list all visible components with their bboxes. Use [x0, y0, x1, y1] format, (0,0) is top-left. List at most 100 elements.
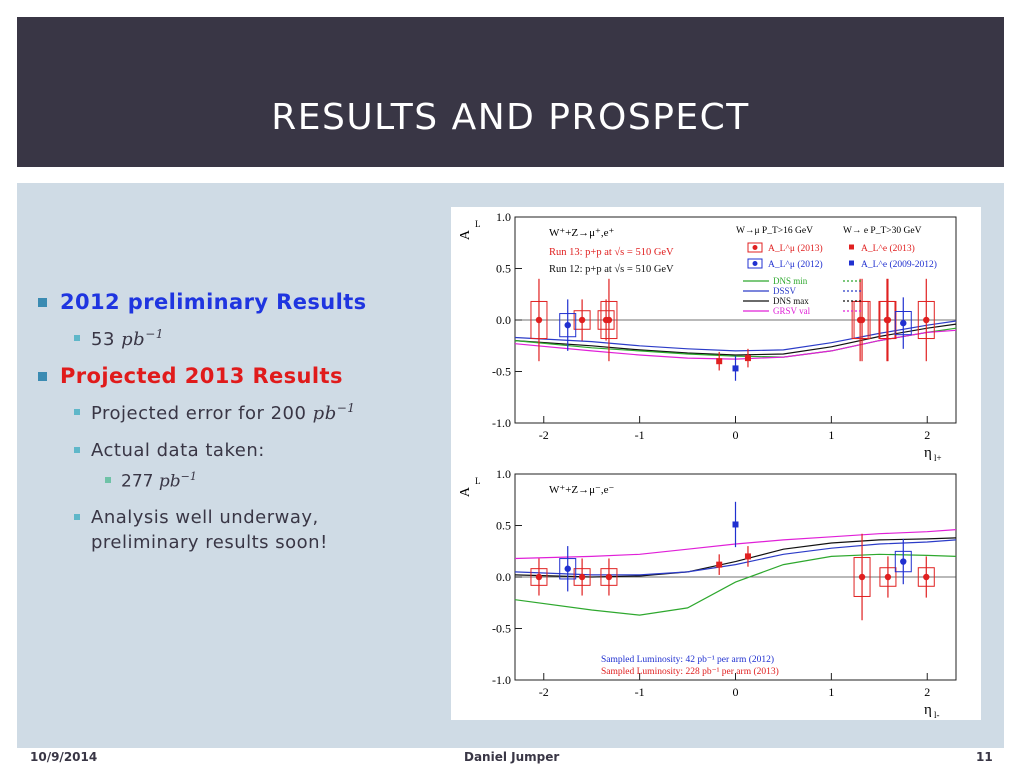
- x-tick-label: 2: [924, 685, 930, 699]
- x-tick-label: -2: [539, 685, 549, 699]
- legend-marker: [752, 261, 758, 266]
- bullet-square-icon: [74, 447, 80, 454]
- y-axis-label: A: [458, 486, 473, 497]
- lumi-unit: pb: [121, 329, 146, 350]
- theory-curve: [514, 529, 957, 560]
- x-tick-label: 0: [733, 685, 739, 699]
- lumi-exponent: −1: [145, 327, 164, 341]
- lumi-value: 53: [91, 329, 115, 350]
- x-tick-label: 1: [828, 685, 834, 699]
- data-point: [716, 358, 723, 365]
- lumi-value: 277: [121, 471, 154, 492]
- bullet-text: Actual data taken:: [91, 440, 265, 462]
- bullet-text: Projected error for 200: [91, 403, 307, 425]
- legend-entry: GRSV val: [773, 306, 811, 316]
- y-tick-label: 0.5: [496, 262, 511, 276]
- data-point: [884, 573, 892, 581]
- y-tick-label: 1.0: [496, 210, 511, 224]
- bullet-2013-results: Projected 2013 Results: [35, 364, 455, 388]
- bullet-square-icon: [74, 514, 80, 521]
- data-point: [564, 565, 571, 572]
- data-point: [602, 316, 610, 324]
- lumi-exponent: −1: [180, 469, 197, 483]
- legend-entry: A_L^e (2009-2012): [861, 259, 937, 270]
- header-bar: RESULTS AND PROSPECT: [17, 17, 1004, 167]
- x-tick-label: -1: [635, 685, 645, 699]
- legend-marker: [752, 245, 758, 250]
- data-point: [923, 316, 930, 324]
- bullet-actual-lumi: 277 pb−1: [35, 469, 455, 492]
- bullet-2012-results: 2012 preliminary Results: [35, 290, 455, 314]
- footer-page-number: 11: [976, 750, 993, 764]
- legend-box: [747, 258, 763, 269]
- bullet-analysis: Analysis well underway, preliminary resu…: [35, 505, 455, 555]
- x-axis-label-sub: l-: [934, 710, 940, 720]
- y-tick-label: -0.5: [492, 622, 511, 636]
- process-label: W⁺+Z→μ⁻,e⁻: [549, 484, 614, 496]
- x-axis-label-sub: l+: [934, 453, 942, 463]
- y-axis-label-sub: L: [475, 219, 481, 229]
- bullet-square-icon: [38, 298, 47, 307]
- legend-marker: [849, 244, 854, 250]
- data-point: [535, 316, 543, 324]
- lumi-unit: pb: [158, 471, 181, 492]
- y-tick-label: 0.0: [496, 570, 511, 584]
- data-point: [858, 573, 866, 581]
- x-axis-label: η: [924, 702, 932, 718]
- y-tick-label: -0.5: [492, 365, 511, 379]
- lumi-unit: pb: [312, 403, 337, 425]
- legend-header-e: W→ e P_T>30 GeV: [843, 226, 922, 236]
- legend-entry: A_L^e (2013): [861, 243, 915, 254]
- luminosity-label-2013: Sampled Luminosity: 228 pb⁻¹ per arm (20…: [601, 666, 779, 677]
- bullet-square-icon: [74, 335, 80, 341]
- legend-entry: A_L^μ (2012): [768, 259, 823, 270]
- run-label-2012: Run 12: p+p at √s = 510 GeV: [549, 263, 674, 275]
- run-label-2013: Run 13: p+p at √s = 510 GeV: [549, 246, 674, 258]
- data-point: [716, 561, 723, 568]
- data-point: [856, 316, 864, 324]
- bullet-actual-data: Actual data taken:: [35, 438, 455, 463]
- data-point: [900, 319, 907, 327]
- data-point: [605, 573, 613, 581]
- legend-entry: DNS max: [773, 296, 809, 306]
- x-tick-label: -2: [539, 428, 549, 442]
- legend-entry: DSSV: [773, 286, 797, 296]
- x-tick-label: 1: [828, 428, 834, 442]
- luminosity-label-2012: Sampled Luminosity: 42 pb⁻¹ per arm (201…: [601, 654, 774, 665]
- data-point: [732, 521, 739, 528]
- footer-date: 10/9/2014: [30, 750, 98, 764]
- lumi-exponent: −1: [336, 401, 356, 416]
- legend-header-mu: W→μ P_T>16 GeV: [736, 226, 813, 236]
- x-axis-label: η: [924, 445, 932, 461]
- bullet-square-icon: [38, 372, 47, 382]
- x-tick-label: -1: [635, 428, 645, 442]
- data-point: [732, 365, 739, 372]
- bullet-projected-error: Projected error for 200 pb−1: [35, 400, 455, 426]
- data-point: [578, 573, 586, 581]
- data-point: [883, 316, 891, 324]
- y-tick-label: 1.0: [496, 467, 511, 481]
- y-tick-label: 0.5: [496, 519, 511, 533]
- y-axis-label-sub: L: [475, 476, 481, 486]
- bullet-square-icon: [105, 476, 111, 483]
- bullet-text: 2012 preliminary Results: [60, 290, 367, 314]
- bullet-text-line1: Analysis well underway,: [91, 507, 319, 529]
- x-tick-label: 2: [924, 428, 930, 442]
- x-tick-label: 0: [733, 428, 739, 442]
- data-point: [564, 321, 571, 329]
- theory-curve: [514, 553, 957, 616]
- bullet-list: 2012 preliminary Results 53 pb−1 Project…: [35, 290, 455, 568]
- data-point: [535, 573, 543, 581]
- data-point: [578, 316, 586, 324]
- y-tick-label: -1.0: [492, 416, 511, 430]
- legend-marker: [849, 260, 854, 266]
- theory-curve: [514, 327, 957, 358]
- process-label: W⁺+Z→μ⁺,e⁺: [549, 227, 614, 239]
- y-axis-label: A: [458, 229, 473, 240]
- data-point: [744, 355, 751, 362]
- y-tick-label: 0.0: [496, 313, 511, 327]
- bullet-2012-lumi: 53 pb−1: [35, 326, 455, 352]
- bullet-text-line2: preliminary results soon!: [91, 532, 328, 554]
- footer-author: Daniel Jumper: [464, 750, 560, 764]
